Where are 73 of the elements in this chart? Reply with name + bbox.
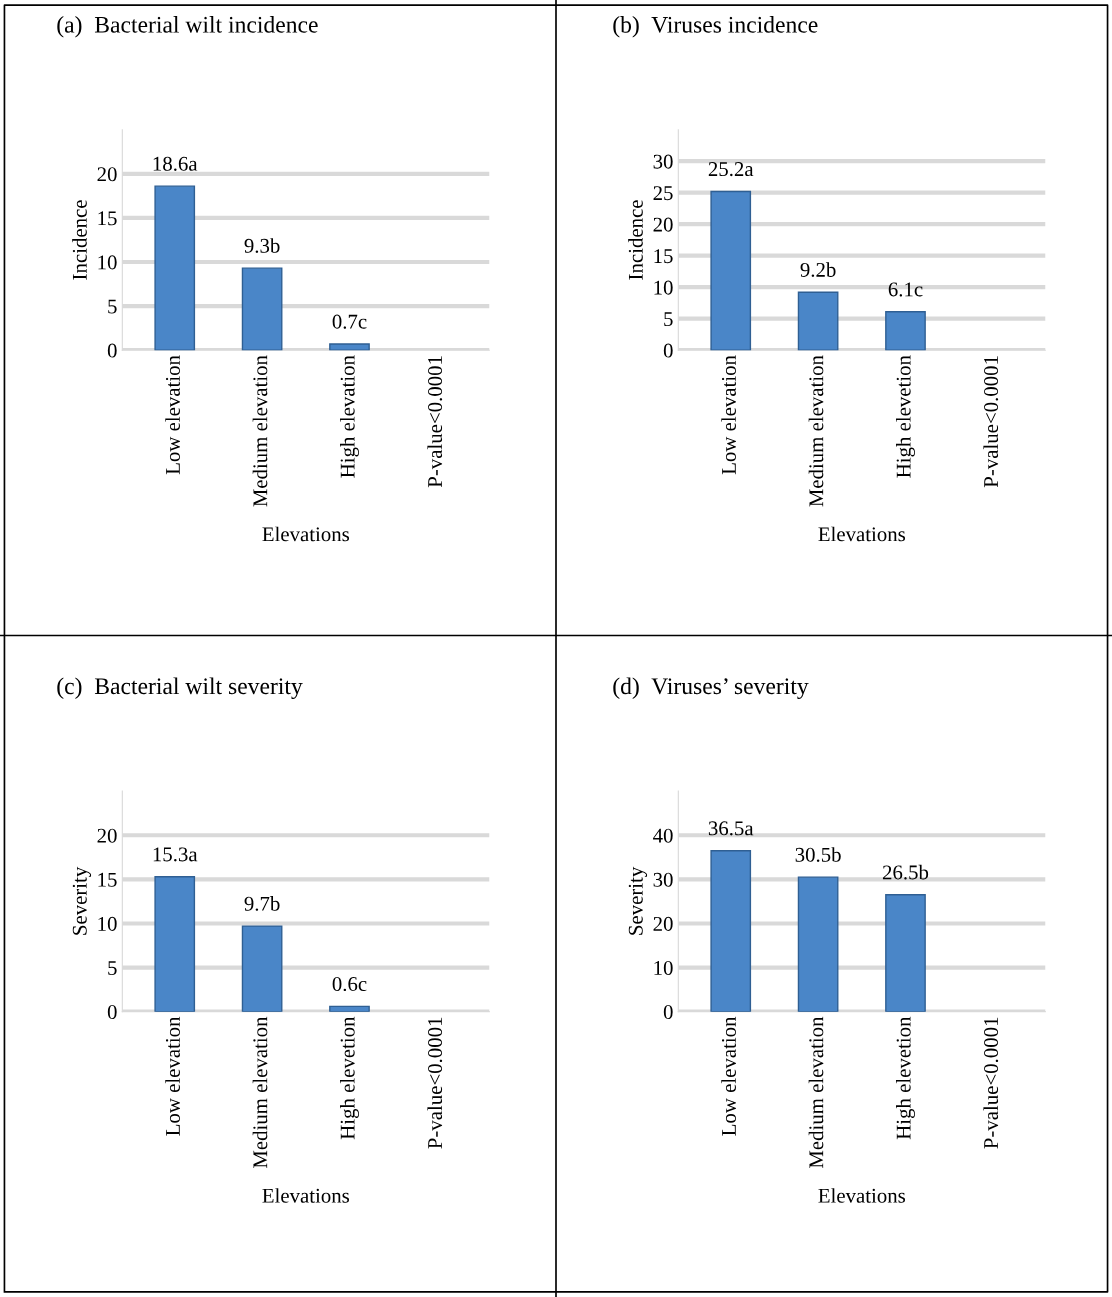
data-label: 15.3a — [153, 847, 198, 862]
chart-title: (d) Viruses’ severity — [613, 677, 809, 700]
y-tick-label: 5 — [664, 312, 673, 327]
x-tick-label: P-value<0.0001 — [983, 1017, 999, 1149]
x-tick-label: P-value<0.0001 — [983, 356, 999, 488]
y-axis-title: Severity — [72, 866, 92, 935]
y-tick-label: 15 — [98, 872, 117, 887]
y-axis-title: Incidence — [72, 200, 87, 280]
y-tick-label: 5 — [108, 299, 117, 314]
bar — [241, 925, 283, 1012]
data-label: 36.5a — [708, 821, 754, 836]
y-axis-title: Incidence — [628, 200, 643, 280]
y-tick-label: 20 — [653, 217, 673, 232]
y-tick-label: 30 — [653, 154, 673, 169]
x-tick-label: Medium elevation — [252, 1016, 268, 1169]
data-label: 25.2a — [708, 162, 754, 177]
x-tick-label: P-value<0.0001 — [427, 356, 443, 488]
bar — [797, 291, 839, 351]
y-tick-label: 0 — [663, 1005, 673, 1020]
x-tick-label: Low elevation — [165, 355, 180, 475]
data-label: 6.1c — [888, 282, 923, 297]
y-tick-label: 15 — [98, 211, 117, 226]
x-tick-label: High elevetion — [896, 1016, 915, 1140]
x-tick-label: Medium elevation — [252, 355, 268, 507]
y-axis-title: Severity — [628, 866, 648, 935]
data-label: 9.3b — [244, 238, 280, 253]
x-axis-title: Elevations — [818, 1188, 906, 1203]
x-tick-label: P-value<0.0001 — [427, 1017, 443, 1149]
bar — [797, 876, 839, 1012]
x-tick-label: Medium elevation — [808, 1016, 824, 1169]
y-tick-label: 20 — [97, 167, 117, 182]
bar — [154, 185, 196, 351]
y-tick-label: 40 — [653, 828, 673, 843]
chart-title: (b) Viruses incidence — [613, 16, 818, 38]
data-label: 0.6c — [332, 976, 367, 992]
bar — [885, 894, 926, 1012]
x-tick-label: Low elevation — [165, 1016, 180, 1136]
bar — [154, 876, 196, 1012]
x-axis-title: Elevations — [818, 526, 906, 542]
x-tick-label: High elevetion — [896, 355, 915, 478]
data-label: 18.6a — [153, 156, 198, 171]
y-tick-label: 20 — [653, 916, 673, 931]
x-tick-label: High elevation — [340, 355, 359, 478]
data-label: 26.5b — [882, 864, 929, 880]
y-tick-label: 10 — [98, 255, 117, 270]
y-tick-label: 10 — [98, 916, 117, 931]
y-tick-label: 15 — [654, 249, 673, 264]
data-label: 30.5b — [795, 847, 841, 862]
x-tick-label: High elevetion — [340, 1016, 359, 1140]
y-tick-label: 25 — [653, 186, 673, 201]
y-tick-label: 0 — [663, 343, 673, 358]
bar — [710, 850, 752, 1012]
bar — [329, 343, 370, 351]
y-tick-label: 30 — [653, 872, 673, 887]
bar — [885, 311, 926, 351]
y-tick-label: 5 — [108, 961, 117, 975]
data-label: 9.7b — [244, 896, 280, 911]
x-tick-label: Medium elevation — [808, 355, 824, 507]
y-tick-label: 20 — [97, 828, 117, 843]
y-tick-label: 0 — [107, 343, 117, 358]
x-axis-title: Elevations — [262, 1188, 350, 1203]
chart-title: (c) Bacterial wilt severity — [57, 677, 303, 700]
bar — [710, 190, 752, 351]
bar — [241, 267, 283, 351]
chart-title: (a) Bacterial wilt incidence — [57, 16, 318, 38]
y-tick-label: 10 — [654, 280, 673, 295]
x-tick-label: Low elevation — [721, 1016, 736, 1136]
data-label: 9.2b — [800, 262, 836, 277]
data-label: 0.7c — [332, 314, 367, 329]
x-tick-label: Low elevation — [721, 355, 736, 475]
y-tick-label: 0 — [107, 1005, 117, 1020]
x-axis-title: Elevations — [262, 526, 350, 542]
y-tick-label: 10 — [654, 960, 673, 975]
